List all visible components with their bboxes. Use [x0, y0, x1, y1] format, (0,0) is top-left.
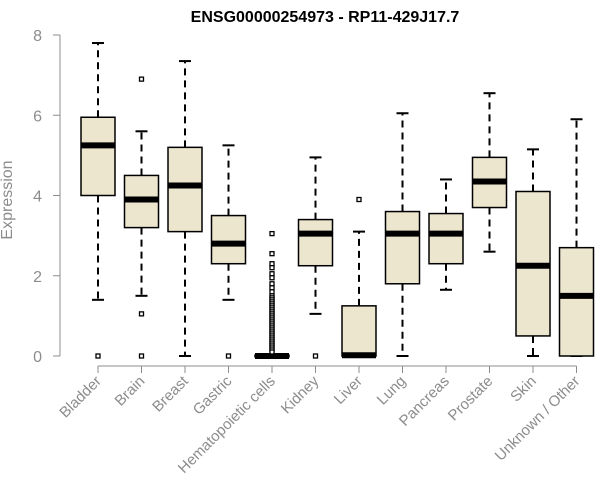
axes-group: 0 2 4 6 8 — [33, 28, 577, 373]
x-tick-label: Lung — [374, 373, 410, 409]
box-group — [558, 118, 595, 357]
y-tick-label: 8 — [33, 28, 42, 45]
x-tick-label: Kidney — [278, 372, 323, 417]
x-tick-label: Skin — [507, 373, 540, 406]
outlier-point — [138, 353, 145, 359]
outlier-point — [269, 251, 275, 257]
box-rect — [558, 246, 595, 357]
x-tick-label: Bladder — [56, 373, 105, 422]
box-group — [297, 156, 334, 359]
box-rect — [210, 214, 247, 265]
box-rect — [297, 218, 334, 267]
y-tick-label: 2 — [33, 269, 42, 286]
boxes-group — [80, 42, 595, 359]
outlier-point — [269, 349, 275, 355]
y-tick-label: 6 — [33, 108, 42, 125]
box-group — [123, 76, 160, 359]
y-axis-label: Expression — [0, 160, 16, 239]
x-tick-label: Prostate — [445, 373, 497, 425]
outlier-point — [269, 265, 275, 271]
outlier-point — [225, 353, 232, 359]
outlier-point — [356, 196, 362, 203]
box-rect — [80, 116, 116, 197]
box-rect — [341, 305, 377, 357]
x-tick-label: Brain — [112, 373, 149, 410]
y-tick-label: 0 — [33, 349, 42, 366]
outlier-point — [138, 76, 145, 82]
outlier-point — [312, 353, 319, 359]
outlier-point — [269, 230, 275, 237]
chart-title: ENSG00000254973 - RP11-429J17.7 — [191, 9, 460, 26]
box-group — [210, 144, 247, 359]
box-group — [80, 42, 116, 359]
outlier-point — [138, 311, 145, 317]
x-tick-label: Breast — [149, 372, 192, 415]
box-group — [254, 230, 290, 359]
box-group — [341, 196, 377, 359]
box-rect — [384, 210, 421, 285]
box-group — [515, 148, 551, 357]
box-group — [471, 92, 508, 253]
box-rect — [167, 146, 203, 233]
box-group — [384, 112, 421, 357]
box-group — [167, 60, 203, 357]
outlier-point — [95, 353, 101, 359]
x-tick-label: Liver — [331, 373, 366, 408]
box-group — [428, 178, 464, 291]
box-rect — [428, 212, 464, 265]
outlier-point — [269, 275, 275, 281]
y-tick-label: 4 — [33, 189, 42, 206]
